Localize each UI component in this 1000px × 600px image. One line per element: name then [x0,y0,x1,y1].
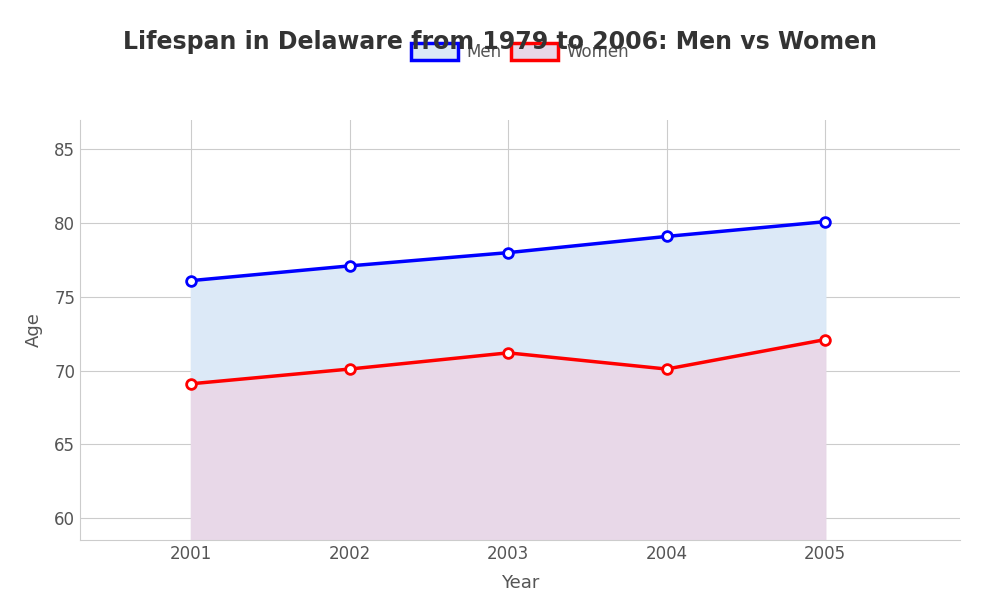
Legend: Men, Women: Men, Women [404,36,636,67]
X-axis label: Year: Year [501,574,539,592]
Y-axis label: Age: Age [25,313,43,347]
Text: Lifespan in Delaware from 1979 to 2006: Men vs Women: Lifespan in Delaware from 1979 to 2006: … [123,30,877,54]
